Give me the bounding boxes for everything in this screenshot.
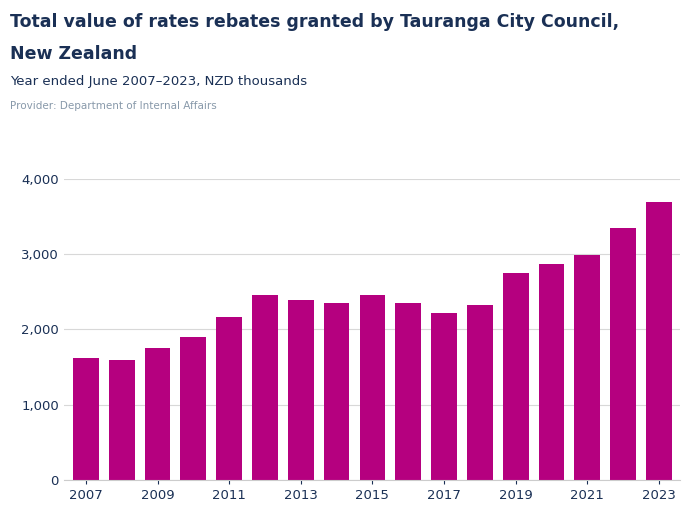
Bar [395, 303, 421, 480]
Text: Provider: Department of Internal Affairs: Provider: Department of Internal Affairs [10, 101, 216, 111]
Bar [431, 313, 457, 480]
Bar [538, 264, 564, 480]
Bar [467, 304, 493, 480]
Bar [503, 273, 528, 480]
Text: figure.nz: figure.nz [587, 19, 667, 36]
Text: Total value of rates rebates granted by Tauranga City Council,: Total value of rates rebates granted by … [10, 13, 619, 31]
Bar [288, 300, 314, 480]
Text: Year ended June 2007–2023, NZD thousands: Year ended June 2007–2023, NZD thousands [10, 75, 307, 88]
Bar [323, 303, 349, 480]
Bar [108, 360, 134, 480]
Bar [360, 296, 385, 480]
Bar [646, 202, 672, 480]
Bar [575, 255, 600, 480]
Bar [145, 348, 170, 480]
Bar [216, 317, 242, 480]
Bar [610, 228, 636, 480]
Bar [252, 296, 278, 480]
Text: New Zealand: New Zealand [10, 45, 137, 62]
Bar [73, 358, 99, 480]
Bar [181, 337, 206, 480]
